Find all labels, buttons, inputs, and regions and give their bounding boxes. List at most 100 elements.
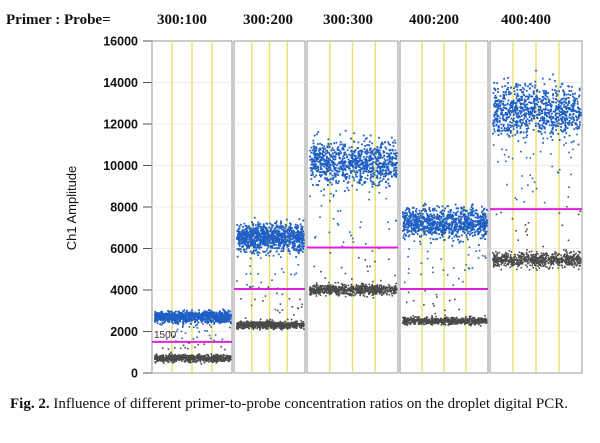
- positive-droplet: [200, 319, 203, 321]
- positive-droplet: [277, 240, 280, 242]
- negative-droplet: [292, 326, 295, 329]
- positive-droplet: [262, 228, 265, 230]
- negative-droplet: [368, 283, 371, 286]
- negative-droplet: [170, 355, 172, 357]
- positive-droplet: [377, 149, 380, 152]
- positive-droplet: [238, 239, 241, 242]
- positive-droplet: [163, 314, 165, 317]
- positive-droplet: [296, 227, 299, 229]
- negative-droplet: [225, 354, 228, 357]
- negative-droplet: [315, 287, 318, 290]
- positive-droplet: [298, 252, 300, 255]
- positive-droplet: [262, 224, 265, 227]
- negative-droplet: [331, 287, 334, 290]
- positive-droplet: [191, 312, 194, 315]
- positive-droplet: [393, 174, 396, 177]
- positive-droplet: [192, 338, 195, 340]
- positive-droplet: [215, 311, 218, 314]
- negative-droplet: [368, 285, 371, 288]
- positive-droplet: [320, 164, 323, 167]
- positive-droplet: [393, 139, 396, 142]
- negative-droplet: [393, 290, 395, 293]
- positive-droplet: [371, 183, 374, 186]
- positive-droplet: [376, 151, 379, 153]
- positive-droplet: [366, 153, 368, 155]
- positive-droplet: [272, 232, 275, 234]
- positive-droplet: [249, 257, 252, 260]
- positive-droplet: [315, 154, 318, 156]
- positive-droplet: [163, 316, 166, 319]
- negative-droplet: [381, 294, 383, 297]
- positive-droplet: [373, 183, 376, 185]
- positive-droplet: [354, 156, 357, 159]
- panel-label-2: 300:200: [243, 12, 293, 28]
- negative-droplet: [206, 359, 209, 362]
- negative-droplet: [301, 323, 304, 325]
- positive-droplet: [292, 246, 295, 249]
- negative-droplet: [318, 289, 320, 292]
- negative-droplet: [286, 325, 289, 327]
- positive-droplet: [261, 226, 264, 228]
- negative-droplet: [206, 354, 209, 356]
- positive-droplet: [320, 175, 322, 178]
- positive-droplet: [352, 166, 355, 169]
- positive-droplet: [288, 234, 291, 236]
- positive-droplet: [367, 171, 370, 173]
- positive-droplet: [326, 170, 329, 173]
- y-tick-label-5: 10000: [103, 159, 138, 173]
- negative-droplet: [321, 288, 323, 290]
- positive-droplet: [249, 237, 251, 240]
- negative-droplet: [293, 324, 295, 326]
- negative-droplet: [198, 356, 201, 358]
- positive-droplet: [253, 244, 255, 247]
- negative-droplet: [256, 324, 258, 326]
- positive-droplet: [269, 239, 271, 242]
- positive-droplet: [329, 181, 332, 184]
- positive-droplet: [376, 177, 379, 180]
- positive-droplet: [196, 336, 198, 339]
- positive-droplet: [361, 183, 364, 186]
- positive-droplet: [255, 226, 258, 229]
- negative-droplet: [372, 286, 375, 289]
- positive-droplet: [257, 221, 260, 224]
- negative-droplet: [205, 353, 208, 356]
- positive-droplet: [389, 161, 391, 163]
- negative-droplet: [356, 292, 358, 294]
- positive-droplet: [330, 149, 333, 151]
- positive-droplet: [335, 190, 337, 192]
- negative-droplet: [271, 319, 273, 321]
- y-tick-label-1: 2000: [110, 325, 138, 339]
- positive-droplet: [301, 227, 304, 230]
- positive-droplet: [238, 227, 241, 230]
- negative-droplet: [300, 319, 302, 322]
- positive-droplet: [395, 155, 398, 157]
- positive-droplet: [227, 309, 230, 312]
- positive-droplet: [358, 160, 361, 163]
- positive-droplet: [325, 149, 327, 152]
- negative-droplet: [241, 322, 244, 324]
- positive-droplet: [261, 241, 264, 244]
- positive-droplet: [220, 318, 222, 321]
- negative-droplet: [380, 289, 383, 292]
- negative-droplet: [341, 288, 343, 290]
- negative-droplet: [335, 290, 337, 292]
- negative-droplet: [285, 322, 287, 324]
- negative-droplet: [171, 358, 174, 361]
- positive-droplet: [278, 247, 280, 250]
- positive-droplet: [381, 173, 384, 176]
- negative-droplet: [196, 360, 199, 362]
- positive-droplet: [166, 313, 169, 315]
- positive-droplet: [318, 149, 320, 152]
- positive-droplet: [237, 234, 239, 237]
- negative-droplet: [365, 286, 368, 289]
- positive-droplet: [326, 177, 329, 180]
- positive-droplet: [380, 146, 383, 149]
- negative-droplet: [160, 355, 162, 357]
- positive-droplet: [365, 137, 368, 139]
- positive-droplet: [358, 169, 361, 172]
- negative-droplet: [291, 325, 293, 328]
- positive-droplet: [312, 152, 315, 155]
- negative-droplet: [391, 295, 394, 297]
- positive-droplet: [380, 154, 382, 157]
